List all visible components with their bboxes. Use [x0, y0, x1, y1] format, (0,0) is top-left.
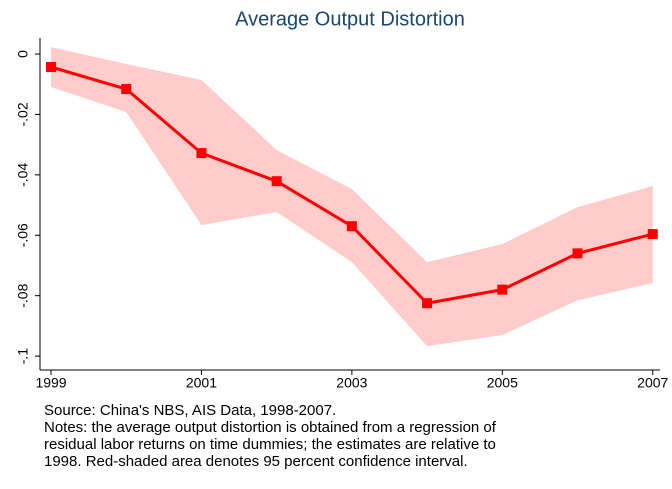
x-tick-label: 2001 [186, 375, 217, 391]
x-tick-label: 2005 [487, 375, 518, 391]
y-tick-label: -.1 [15, 348, 31, 365]
y-tick-label: -.02 [15, 102, 31, 126]
note: residual labor returns on time dummies; … [44, 436, 496, 453]
note: Notes: the average output distortion is … [44, 419, 497, 436]
x-tick-label: 2007 [637, 375, 668, 391]
y-tick-label: -.04 [15, 163, 31, 187]
marker [271, 176, 282, 187]
marker [121, 84, 132, 95]
marker [422, 298, 433, 309]
marker [346, 221, 357, 232]
x-tick-label: 2003 [336, 375, 367, 391]
marker [497, 284, 508, 295]
x-tick-label: 1999 [35, 375, 66, 391]
chart-title: Average Output Distortion [235, 8, 465, 30]
marker [572, 248, 583, 259]
marker [46, 62, 57, 73]
y-tick-label: -.06 [15, 223, 31, 247]
note: 1998. Red-shaded area denotes 95 percent… [44, 453, 468, 470]
marker [647, 229, 658, 240]
y-tick-label: -.08 [15, 283, 31, 307]
marker [196, 148, 207, 159]
y-tick-label: 0 [15, 50, 31, 58]
confidence-band [51, 47, 653, 347]
note: Source: China's NBS, AIS Data, 1998-2007… [44, 402, 336, 419]
